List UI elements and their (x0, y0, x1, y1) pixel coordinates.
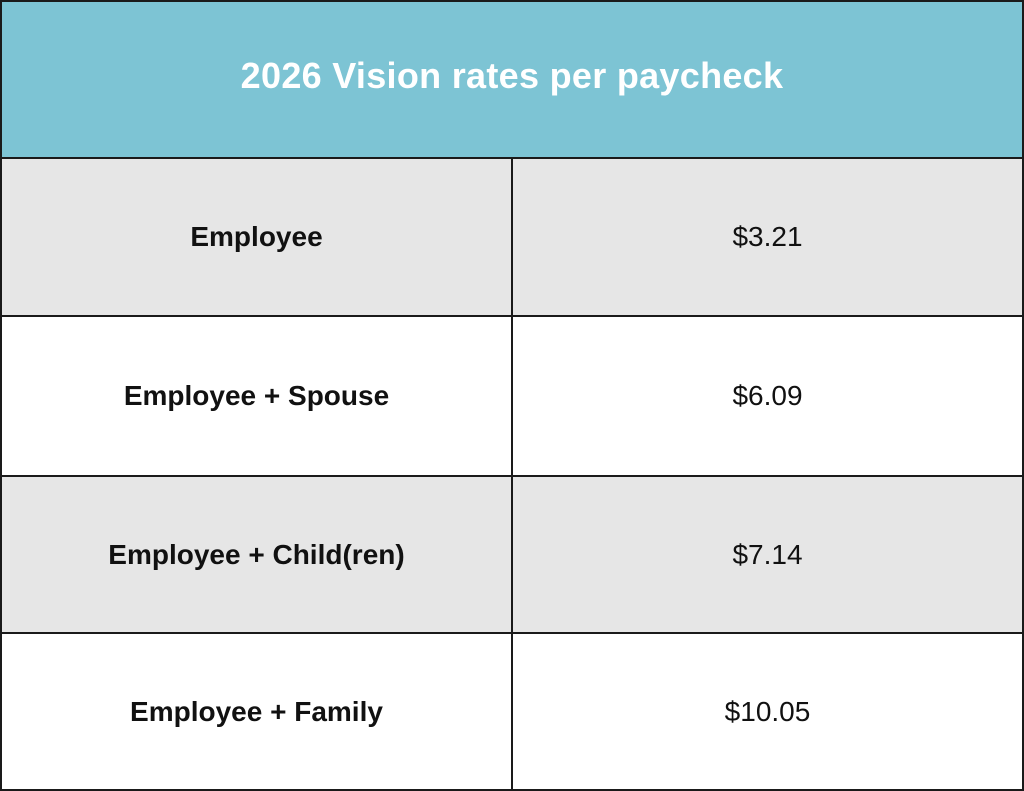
table-row: Employee $3.21 (2, 159, 1022, 317)
rate-cell: $7.14 (732, 538, 803, 570)
table-header: 2026 Vision rates per paycheck (2, 2, 1022, 159)
rate-cell: $3.21 (732, 221, 803, 252)
table-title: 2026 Vision rates per paycheck (240, 54, 784, 96)
table-body: Employee $3.21 Employee + Spouse $6.09 E… (2, 159, 1022, 789)
coverage-tier-cell: Employee + Spouse (2, 317, 513, 475)
table-row: Employee + Child(ren) $7.14 (2, 477, 1022, 634)
coverage-tier-cell: Employee + Family (2, 634, 513, 789)
table-row: Employee + Spouse $6.09 (2, 317, 1022, 477)
rate-cell: $10.05 (724, 695, 811, 727)
table-row: Employee + Family $10.05 (2, 634, 1022, 789)
rate-cell: $6.09 (732, 380, 803, 411)
coverage-tier-cell: Employee + Child(ren) (2, 477, 513, 632)
coverage-tier-cell: Employee (2, 159, 513, 315)
